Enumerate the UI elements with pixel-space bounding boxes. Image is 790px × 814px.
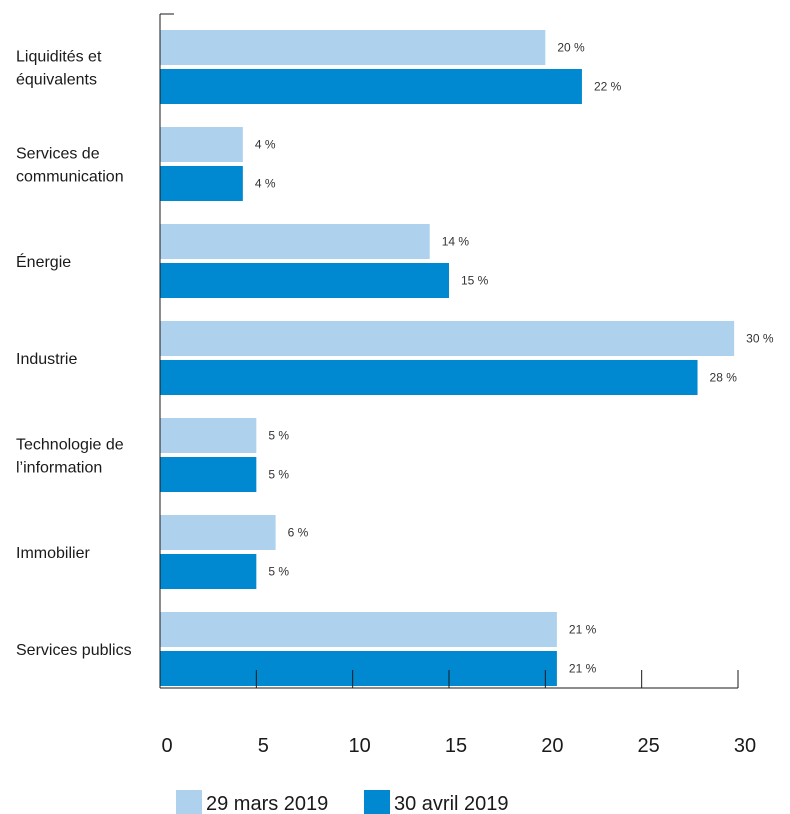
bar-avril-2 <box>160 263 449 298</box>
category-labels-layer: Liquidités et équivalents Services de commu… <box>16 49 132 660</box>
bar-mars-4 <box>160 418 257 453</box>
data-label: 21 % <box>569 662 597 676</box>
legend: 29 mars 2019 30 avril 2019 <box>176 790 509 814</box>
data-label: 6 % <box>288 526 309 540</box>
category-label: Immobilier <box>16 545 90 562</box>
category-label: l’information <box>16 460 102 477</box>
bar-mars-2 <box>160 224 430 259</box>
category-label: équivalents <box>16 72 97 89</box>
category-label: Liquidités et <box>16 49 102 66</box>
bar-mars-3 <box>160 321 735 356</box>
bar-avril-0 <box>160 69 582 104</box>
bar-avril-1 <box>160 166 243 201</box>
data-labels-layer: 20 % 22 % 4 % 4 % 14 % 15 % 30 % 28 % 5 % 5 % 6 % 5… <box>255 41 774 676</box>
data-label: 5 % <box>268 468 289 482</box>
bar-mars-0 <box>160 30 546 65</box>
bar-avril-3 <box>160 360 698 395</box>
x-axis: 0 5 10 15 20 25 30 <box>159 13 756 757</box>
data-label: 4 % <box>255 138 276 152</box>
x-tick-label: 5 <box>258 735 269 757</box>
data-label: 21 % <box>569 623 597 637</box>
data-label: 4 % <box>255 177 276 191</box>
legend-label-avril: 30 avril 2019 <box>394 793 509 814</box>
legend-swatch-mars <box>176 790 202 814</box>
x-tick-label: 25 <box>638 735 660 757</box>
data-label: 5 % <box>268 565 289 579</box>
bar-avril-5 <box>160 554 257 589</box>
bar-mars-1 <box>160 127 243 162</box>
bar-avril-6 <box>160 651 557 686</box>
x-tick-label: 0 <box>161 735 172 757</box>
data-label: 20 % <box>557 41 585 55</box>
x-tick-label: 20 <box>541 735 563 757</box>
category-label: Services de <box>16 146 100 163</box>
bars-layer <box>160 30 735 686</box>
bar-avril-4 <box>160 457 257 492</box>
data-label: 5 % <box>268 429 289 443</box>
data-label: 14 % <box>442 235 470 249</box>
data-label: 15 % <box>461 274 489 288</box>
x-tick-label: 30 <box>734 735 756 757</box>
bar-mars-6 <box>160 612 557 647</box>
category-label: Énergie <box>16 252 71 271</box>
x-tick-label: 10 <box>349 735 371 757</box>
legend-swatch-avril <box>364 790 390 814</box>
x-tick-label: 15 <box>445 735 467 757</box>
category-label: Technologie de <box>16 437 124 454</box>
category-label: Services publics <box>16 642 132 659</box>
legend-label-mars: 29 mars 2019 <box>206 793 328 814</box>
category-label: communication <box>16 169 124 186</box>
data-label: 30 % <box>746 332 774 346</box>
data-label: 22 % <box>594 80 622 94</box>
bar-mars-5 <box>160 515 276 550</box>
category-label: Industrie <box>16 351 77 368</box>
data-label: 28 % <box>710 371 738 385</box>
